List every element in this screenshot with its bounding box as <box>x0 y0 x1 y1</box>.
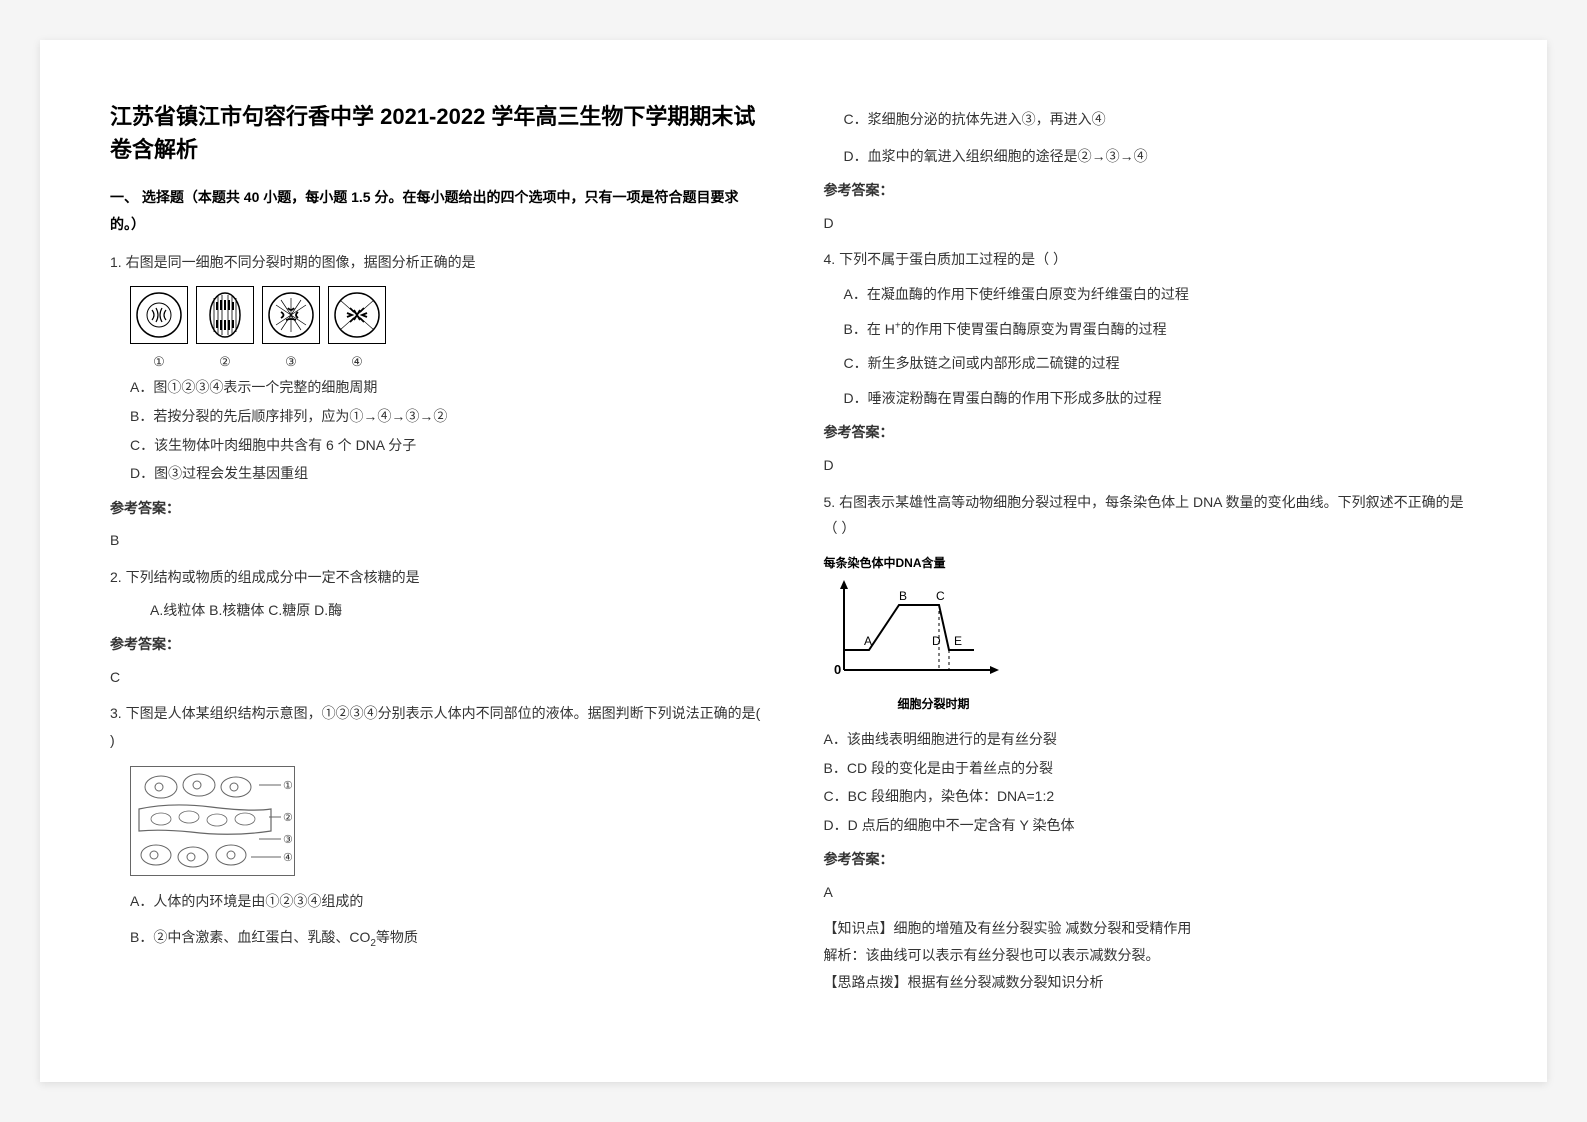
question-5: 5. 右图表示某雄性高等动物细胞分裂过程中，每条染色体上 DNA 数量的变化曲线… <box>824 489 1478 839</box>
q3-options-partial: A．人体的内环境是由①②③④组成的 B．②中含激素、血红蛋白、乳酸、CO2等物质 <box>130 888 764 953</box>
svg-text:0: 0 <box>834 662 841 677</box>
q5-chart: 每条染色体中DNA含量 A B C D E 0 细胞分裂时期 <box>824 552 1004 716</box>
svg-text:③: ③ <box>283 834 293 846</box>
cell-image-2 <box>196 286 254 344</box>
exam-page: 江苏省镇江市句容行香中学 2021-2022 学年高三生物下学期期末试卷含解析 … <box>40 40 1547 1082</box>
q5-answer-label: 参考答案： <box>824 846 1478 873</box>
q1-text: 1. 右图是同一细胞不同分裂时期的图像，据图分析正确的是 <box>110 249 764 276</box>
cell-image-1 <box>130 286 188 344</box>
q3-optC: C．浆细胞分泌的抗体先进入③，再进入④ <box>844 106 1478 133</box>
q5-chart-xlabel: 细胞分裂时期 <box>864 693 1004 716</box>
q4-optC: C．新生多肽链之间或内部形成二硫键的过程 <box>844 350 1478 377</box>
q4-optB: B．在 H+的作用下使胃蛋白酶原变为胃蛋白酶的过程 <box>844 316 1478 343</box>
q4-optD: D．唾液淀粉酶在胃蛋白酶的作用下形成多肽的过程 <box>844 385 1478 412</box>
exam-title: 江苏省镇江市句容行香中学 2021-2022 学年高三生物下学期期末试卷含解析 <box>110 100 764 166</box>
q5-options: A．该曲线表明细胞进行的是有丝分裂 B．CD 段的变化是由于着丝点的分裂 C．B… <box>824 726 1478 838</box>
q2-answer-label: 参考答案： <box>110 631 764 658</box>
svg-text:B: B <box>899 589 907 603</box>
svg-text:E: E <box>954 634 962 648</box>
q4-answer: D <box>824 452 1478 479</box>
q4-answer-label: 参考答案： <box>824 419 1478 446</box>
q1-figure <box>130 286 764 344</box>
q4-text: 4. 下列不属于蛋白质加工过程的是（ ） <box>824 246 1478 273</box>
q1-answer-label: 参考答案： <box>110 495 764 522</box>
question-3: 3. 下图是人体某组织结构示意图，①②③④分别表示人体内不同部位的液体。据图判断… <box>110 700 764 953</box>
svg-text:①: ① <box>283 780 293 792</box>
q3-options-cont: C．浆细胞分泌的抗体先进入③，再进入④ D．血浆中的氧进入组织细胞的途径是②→③… <box>844 106 1478 169</box>
question-2: 2. 下列结构或物质的组成成分中一定不含核糖的是 A.线粒体 B.核糖体 C.糖… <box>110 564 764 623</box>
cell-image-4 <box>328 286 386 344</box>
q2-answer: C <box>110 664 764 691</box>
left-column: 江苏省镇江市句容行香中学 2021-2022 学年高三生物下学期期末试卷含解析 … <box>110 100 764 1022</box>
q3-text: 3. 下图是人体某组织结构示意图，①②③④分别表示人体内不同部位的液体。据图判断… <box>110 700 764 753</box>
right-column: C．浆细胞分泌的抗体先进入③，再进入④ D．血浆中的氧进入组织细胞的途径是②→③… <box>824 100 1478 1022</box>
q5-tip: 【思路点拨】根据有丝分裂减数分裂知识分析 <box>824 969 1478 996</box>
q1-options: A．图①②③④表示一个完整的细胞周期 B．若按分裂的先后顺序排列，应为①→④→③… <box>130 374 764 486</box>
cell-label-2: ② <box>196 350 254 375</box>
q5-optD: D．D 点后的细胞中不一定含有 Y 染色体 <box>824 812 1478 839</box>
q5-chart-svg: A B C D E 0 <box>824 575 1004 685</box>
section-header: 一、 选择题（本题共 40 小题，每小题 1.5 分。在每小题给出的四个选项中，… <box>110 184 764 237</box>
cell-label-3: ③ <box>262 350 320 375</box>
q3-optB: B．②中含激素、血红蛋白、乳酸、CO2等物质 <box>130 924 764 953</box>
svg-text:D: D <box>932 634 941 648</box>
q3-answer-label: 参考答案： <box>824 177 1478 204</box>
q1-optA: A．图①②③④表示一个完整的细胞周期 <box>130 374 764 401</box>
q5-chart-title: 每条染色体中DNA含量 <box>824 552 1004 575</box>
q5-text: 5. 右图表示某雄性高等动物细胞分裂过程中，每条染色体上 DNA 数量的变化曲线… <box>824 489 1478 542</box>
svg-text:②: ② <box>283 812 293 824</box>
cell-label-1: ① <box>130 350 188 375</box>
svg-text:④: ④ <box>283 852 293 864</box>
q1-optC: C．该生物体叶肉细胞中共含有 6 个 DNA 分子 <box>130 432 764 459</box>
cell-label-4: ④ <box>328 350 386 375</box>
q5-optA: A．该曲线表明细胞进行的是有丝分裂 <box>824 726 1478 753</box>
q5-optB: B．CD 段的变化是由于着丝点的分裂 <box>824 755 1478 782</box>
q2-options: A.线粒体 B.核糖体 C.糖原 D.酶 <box>150 597 764 624</box>
q3-answer: D <box>824 210 1478 237</box>
q3-figure: ① ② ③ ④ <box>130 766 295 876</box>
q5-answer: A <box>824 879 1478 906</box>
svg-text:A: A <box>864 634 872 648</box>
q5-optC: C．BC 段细胞内，染色体：DNA=1:2 <box>824 783 1478 810</box>
q4-optA: A．在凝血酶的作用下使纤维蛋白原变为纤维蛋白的过程 <box>844 281 1478 308</box>
q1-labels: ① ② ③ ④ <box>130 350 764 375</box>
cell-image-3 <box>262 286 320 344</box>
q2-text: 2. 下列结构或物质的组成成分中一定不含核糖的是 <box>110 564 764 591</box>
q1-optB: B．若按分裂的先后顺序排列，应为①→④→③→② <box>130 403 764 430</box>
q3-optA: A．人体的内环境是由①②③④组成的 <box>130 888 764 915</box>
svg-text:C: C <box>936 589 945 603</box>
q5-analysis: 解析：该曲线可以表示有丝分裂也可以表示减数分裂。 <box>824 942 1478 969</box>
q5-knowledge: 【知识点】细胞的增殖及有丝分裂实验 减数分裂和受精作用 <box>824 915 1478 942</box>
question-1: 1. 右图是同一细胞不同分裂时期的图像，据图分析正确的是 <box>110 249 764 487</box>
question-4: 4. 下列不属于蛋白质加工过程的是（ ） A．在凝血酶的作用下使纤维蛋白原变为纤… <box>824 246 1478 411</box>
q1-answer: B <box>110 527 764 554</box>
q1-optD: D．图③过程会发生基因重组 <box>130 460 764 487</box>
q3-optD: D．血浆中的氧进入组织细胞的途径是②→③→④ <box>844 143 1478 170</box>
